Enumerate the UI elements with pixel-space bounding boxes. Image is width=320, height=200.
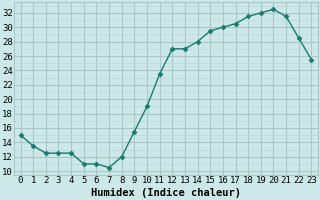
X-axis label: Humidex (Indice chaleur): Humidex (Indice chaleur) bbox=[91, 188, 241, 198]
